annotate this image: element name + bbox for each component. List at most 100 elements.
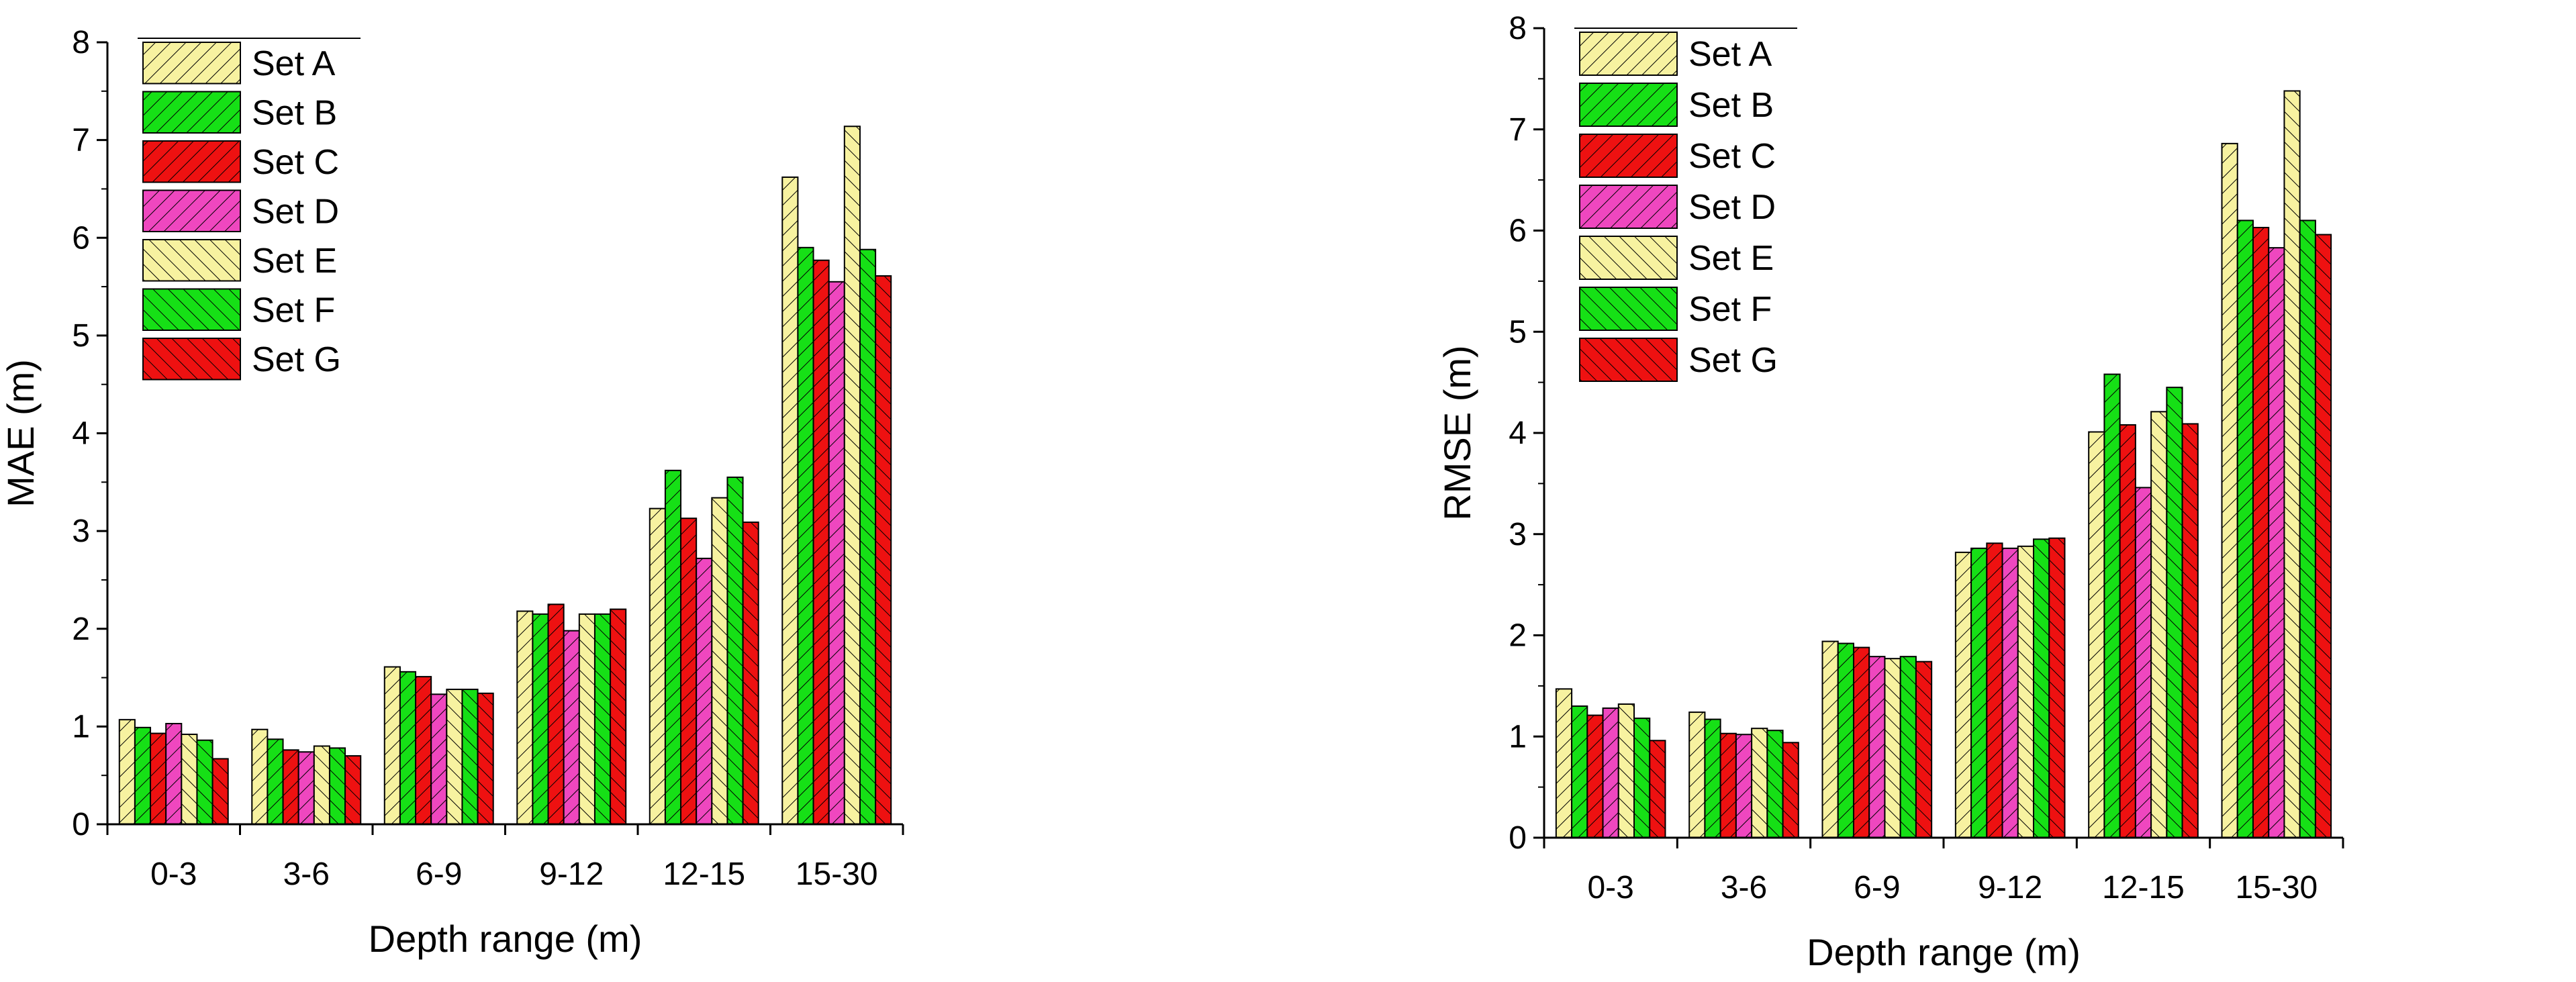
x-tick-label: 12-15 <box>2102 870 2185 905</box>
bar-set-d-15-30 <box>828 281 845 825</box>
bar-set-g-3-6 <box>344 755 362 825</box>
legend-label: Set A <box>252 44 336 83</box>
legend: Set A Set B Set C Set D Set E Set F Set G <box>1574 28 1797 382</box>
x-tick-label: 0-3 <box>1587 870 1633 905</box>
legend-label: Set C <box>1688 137 1776 176</box>
legend-label: Set B <box>1688 86 1774 125</box>
bar-set-g-0-3 <box>211 758 229 826</box>
bar-set-f-9-12 <box>2033 538 2050 838</box>
bar-set-c-3-6 <box>1719 732 1737 839</box>
y-tick-label: 6 <box>1509 213 1527 249</box>
legend: Set A Set B Set C Set D Set E Set F Set G <box>138 38 361 381</box>
bar-set-b-0-3 <box>134 726 152 826</box>
bar-set-f-12-15 <box>726 477 744 825</box>
bar-set-c-12-15 <box>2119 424 2136 838</box>
legend-swatch-set-e <box>1579 236 1678 280</box>
x-tick-label: 3-6 <box>283 856 330 892</box>
x-tick-label: 9-12 <box>1978 870 2042 905</box>
bar-set-e-15-30 <box>2283 90 2301 839</box>
bar-set-a-9-12 <box>1954 551 1972 838</box>
bar-set-e-6-9 <box>1884 658 1901 838</box>
legend-swatch-set-a <box>1579 32 1678 76</box>
bar-set-f-12-15 <box>2166 387 2183 838</box>
bar-set-a-15-30 <box>781 176 799 825</box>
bar-set-d-6-9 <box>430 693 448 825</box>
y-tick-label: 1 <box>1509 719 1527 754</box>
bar-set-f-15-30 <box>859 248 877 826</box>
bar-set-f-3-6 <box>328 747 346 825</box>
y-tick-label: 1 <box>72 709 90 744</box>
bar-set-g-9-12 <box>2048 537 2066 839</box>
bar-set-b-15-30 <box>2236 219 2254 838</box>
bar-set-b-12-15 <box>664 469 682 825</box>
bar-set-d-12-15 <box>2134 487 2152 838</box>
x-tick-label: 12-15 <box>663 856 745 892</box>
y-tick-label: 8 <box>72 25 90 60</box>
bar-set-g-15-30 <box>2314 234 2332 838</box>
y-tick-label: 7 <box>72 123 90 158</box>
y-tick-label: 2 <box>72 611 90 647</box>
bar-set-a-3-6 <box>251 728 269 826</box>
bar-set-f-6-9 <box>1899 656 1917 838</box>
bar-set-f-15-30 <box>2299 219 2316 838</box>
x-axis-title: Depth range (m) <box>369 918 642 960</box>
y-tick-label: 4 <box>1509 415 1527 451</box>
bar-set-b-12-15 <box>2103 373 2121 838</box>
bar-set-e-0-3 <box>181 734 198 826</box>
x-tick-label: 6-9 <box>416 856 462 892</box>
legend-label: Set C <box>252 143 339 182</box>
y-tick-label: 0 <box>1509 820 1527 856</box>
y-tick-label: 8 <box>1509 11 1527 46</box>
x-tick-label: 15-30 <box>2235 870 2318 905</box>
y-axis-title: MAE (m) <box>0 359 42 507</box>
bar-set-c-9-12 <box>547 603 565 825</box>
bar-set-e-3-6 <box>313 745 330 825</box>
y-tick-label: 6 <box>72 220 90 256</box>
bar-set-g-0-3 <box>1649 740 1666 839</box>
y-tick-label: 7 <box>1509 112 1527 148</box>
x-axis-title: Depth range (m) <box>1807 931 2081 973</box>
bar-set-c-12-15 <box>680 518 698 825</box>
bar-set-a-12-15 <box>649 507 666 825</box>
x-tick-label: 15-30 <box>796 856 878 892</box>
bar-set-a-3-6 <box>1688 711 1706 838</box>
bar-set-a-0-3 <box>1555 688 1573 838</box>
bar-set-e-9-12 <box>2017 545 2035 839</box>
legend-swatch-set-f <box>142 288 241 331</box>
bar-set-g-6-9 <box>477 692 494 826</box>
bar-set-d-9-12 <box>2001 547 2019 838</box>
legend-label: Set D <box>1688 188 1776 227</box>
x-tick-label: 0-3 <box>150 856 197 892</box>
legend-swatch-set-d <box>142 189 241 232</box>
bar-set-c-6-9 <box>415 676 432 826</box>
chart-rmse: 0 1 2 3 4 5 6 7 8 0-3 3-6 6-9 9-12 12-15 15-30 Depth ra… <box>1436 11 2344 973</box>
y-axis-title: RMSE (m) <box>1436 345 1478 520</box>
legend-swatch-set-c <box>142 140 241 183</box>
bar-set-d-12-15 <box>696 557 713 826</box>
bar-set-g-15-30 <box>875 275 892 825</box>
legend-label: Set E <box>1688 239 1774 278</box>
bar-set-g-6-9 <box>1915 660 1933 838</box>
bar-set-a-6-9 <box>1821 640 1839 838</box>
bar-set-e-9-12 <box>578 613 595 825</box>
legend-label: Set F <box>252 291 335 330</box>
legend-swatch-set-d <box>1579 185 1678 229</box>
bar-set-b-15-30 <box>797 246 814 825</box>
bar-set-b-0-3 <box>1571 705 1588 839</box>
bar-set-d-15-30 <box>2268 247 2285 838</box>
y-tick-label: 0 <box>72 807 90 842</box>
bar-set-d-0-3 <box>1602 707 1619 839</box>
bar-set-b-9-12 <box>532 613 549 825</box>
legend-swatch-set-c <box>1579 134 1678 178</box>
y-tick-label: 3 <box>72 513 90 549</box>
chart-mae: 0 1 2 3 4 5 6 7 8 0-3 3-6 6-9 9-12 12-15 15-30 Depth ra… <box>0 25 904 960</box>
bar-set-d-6-9 <box>1868 656 1886 838</box>
bar-set-d-9-12 <box>563 630 580 825</box>
bar-set-a-0-3 <box>118 719 136 826</box>
bar-set-d-0-3 <box>165 723 183 825</box>
legend-label: Set G <box>1688 341 1778 380</box>
bar-set-c-0-3 <box>150 732 167 825</box>
bar-set-c-6-9 <box>1852 646 1870 839</box>
bar-set-b-3-6 <box>267 738 284 826</box>
y-tick-label: 3 <box>1509 517 1527 552</box>
